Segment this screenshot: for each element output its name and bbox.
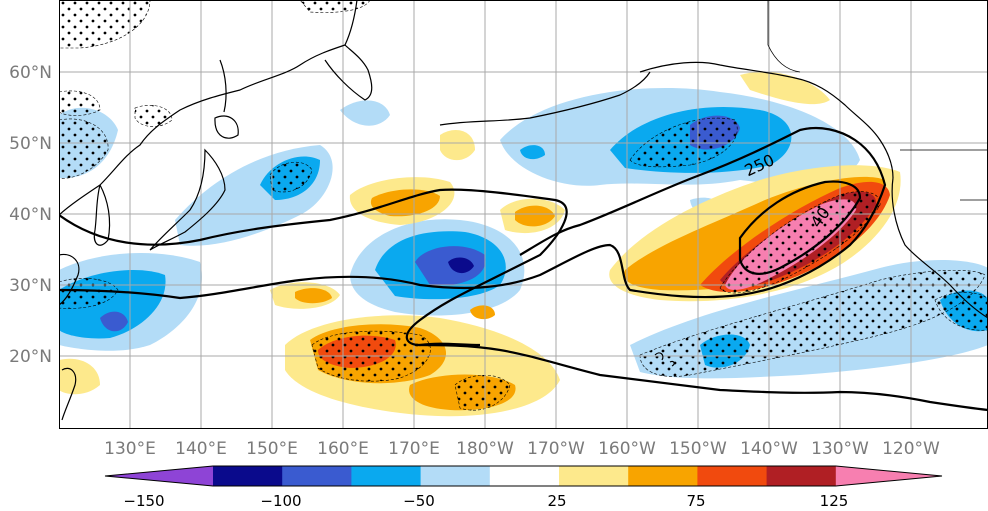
lat-label-60n: 60°N — [9, 63, 52, 83]
positive-anomaly-orange — [470, 305, 495, 320]
positive-anomaly-light — [59, 358, 100, 395]
colorbar-segment — [559, 466, 629, 486]
lon-label: 170°E — [388, 439, 440, 459]
stipple-region — [934, 292, 988, 331]
colorbar — [104, 465, 943, 487]
lon-label: 140°W — [740, 439, 798, 459]
lon-label: 170°W — [527, 439, 585, 459]
positive-anomaly-orange — [515, 205, 555, 227]
japan-coastline — [149, 148, 226, 251]
colorbar-segment — [489, 466, 560, 486]
philippines-coastline — [61, 367, 77, 421]
stipple-region — [134, 105, 173, 127]
aleutian-islands — [439, 71, 651, 126]
lon-label: 150°E — [246, 439, 298, 459]
colorbar-tick-label: 125 — [820, 492, 849, 510]
colorbar-tick-label: −100 — [260, 492, 301, 510]
positive-anomaly-light — [440, 130, 475, 161]
colorbar-tick-labels: −150 −100 −50 25 75 125 — [123, 492, 848, 510]
positive-anomaly-orange — [295, 288, 332, 304]
lat-label-30n: 30°N — [9, 276, 52, 296]
stipple-region — [59, 90, 101, 116]
sakhalin-coastline — [219, 59, 227, 113]
lat-label-50n: 50°N — [9, 134, 52, 154]
lon-label: 140°E — [175, 439, 227, 459]
lon-label: 150°W — [669, 439, 727, 459]
alaska-coastline — [639, 61, 894, 179]
china-coastline — [59, 253, 80, 306]
contour-labels: 250 40 — [742, 150, 834, 231]
stipple-region — [639, 269, 986, 377]
contour-lines — [59, 126, 988, 412]
lon-label: 130°E — [104, 439, 156, 459]
colorbar-segment — [697, 466, 768, 486]
negative-anomaly-darkest — [448, 257, 474, 274]
contour-250-main — [59, 126, 887, 300]
colorbar-tick-label: 25 — [547, 492, 566, 510]
hokkaido-coastline — [214, 115, 239, 139]
colorbar-outline — [104, 465, 943, 487]
canada-border — [767, 0, 988, 201]
lon-label: 130°W — [811, 439, 869, 459]
colorbar-segment — [351, 466, 422, 486]
colorbar-segment — [282, 466, 352, 486]
stipple-region — [454, 375, 511, 411]
lat-label-20n: 20°N — [9, 347, 52, 367]
coastlines — [59, 0, 988, 421]
colorbar-tick-label: 75 — [686, 492, 705, 510]
negative-anomaly-light — [340, 100, 390, 126]
positive-anomaly-light — [740, 71, 830, 105]
lon-label: 180°W — [456, 439, 514, 459]
map-area: 250 40 — [59, 0, 988, 429]
stipple-region — [629, 117, 738, 168]
north-america-coastline — [891, 177, 988, 319]
contour-250-north — [59, 188, 568, 347]
contour-40 — [738, 180, 862, 275]
graticule — [59, 0, 988, 429]
lat-label-40n: 40°N — [9, 205, 52, 225]
longitude-labels: 130°E 140°E 150°E 160°E 170°E 180°W 170°… — [104, 439, 940, 459]
negative-anomaly-medium — [520, 145, 545, 160]
latitude-labels: 60°N 50°N 40°N 30°N 20°N — [9, 63, 52, 367]
colorbar-tick-label: −50 — [403, 492, 435, 510]
korea-coastline — [93, 184, 111, 246]
stipple-region — [59, 0, 151, 49]
lon-label: 120°W — [882, 439, 940, 459]
kamchatka-coastline — [324, 44, 373, 101]
colorbar-segment — [766, 466, 837, 486]
contour-southern — [414, 343, 988, 412]
colorbar-segment — [420, 466, 491, 486]
colorbar-segment — [628, 466, 698, 486]
hawaii-islands — [654, 352, 675, 367]
colorbar-extend-min — [105, 466, 213, 486]
positive-anomaly-orange — [370, 189, 440, 217]
colorbar-segment — [213, 466, 283, 486]
asia-coastline — [59, 0, 358, 216]
stipple-region — [59, 118, 109, 179]
colorbar-extend-max — [835, 466, 942, 486]
colorbar-tick-label: −150 — [123, 492, 164, 510]
negative-anomaly-dark — [100, 311, 128, 332]
stipple-region — [269, 162, 313, 193]
lon-label: 160°W — [598, 439, 656, 459]
lon-label: 160°E — [317, 439, 369, 459]
